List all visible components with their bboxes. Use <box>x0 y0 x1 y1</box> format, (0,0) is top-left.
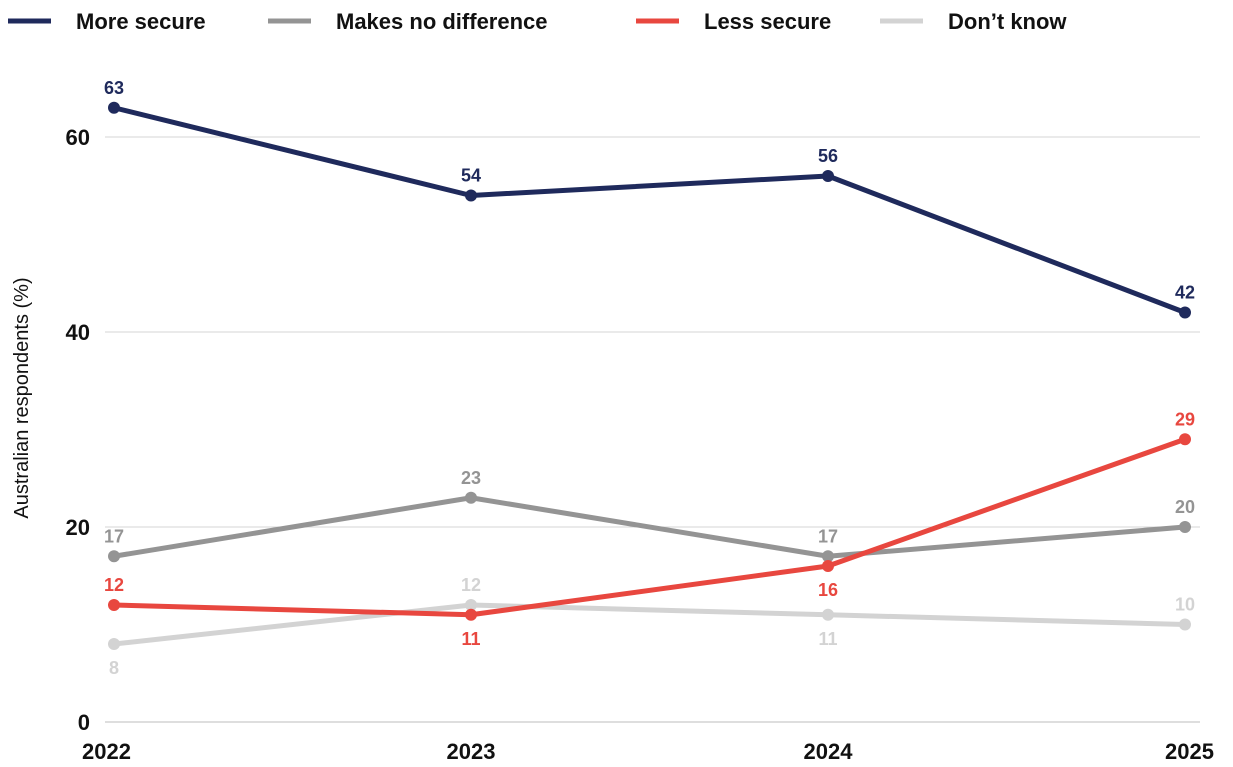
series-line <box>111 495 1188 559</box>
data-labels: 63 54 56 42 17 23 17 20 12 11 16 29 8 12 11 10 <box>104 78 1195 678</box>
legend-label: Makes no difference <box>336 9 548 34</box>
grid-lines <box>105 136 1200 723</box>
data-label: 63 <box>104 78 124 98</box>
data-point <box>108 101 120 114</box>
legend-label: Less secure <box>704 9 831 34</box>
data-label: 11 <box>818 629 837 649</box>
data-point <box>465 608 477 621</box>
data-label: 12 <box>104 575 124 595</box>
y-axis-ticks: 0 20 40 60 <box>66 125 90 735</box>
data-label: 8 <box>109 658 119 678</box>
data-point <box>465 491 477 504</box>
legend-label: More secure <box>76 9 206 34</box>
x-axis-ticks: 2022 2023 2024 2025 <box>82 739 1214 764</box>
data-point <box>1179 306 1191 319</box>
data-label: 17 <box>818 526 838 546</box>
y-tick-label: 20 <box>66 515 90 540</box>
data-label: 10 <box>1175 595 1195 615</box>
data-point <box>108 550 120 563</box>
data-point <box>108 638 120 650</box>
data-label: 42 <box>1175 283 1195 303</box>
x-tick-label: 2025 <box>1165 739 1214 764</box>
data-label: 56 <box>818 146 838 166</box>
data-point <box>1179 433 1191 446</box>
y-tick-label: 60 <box>66 125 90 150</box>
data-point <box>822 170 834 182</box>
data-point <box>822 560 834 572</box>
data-label: 16 <box>818 580 838 600</box>
data-point <box>465 189 477 202</box>
series-line <box>111 436 1188 618</box>
data-point <box>822 608 834 621</box>
y-tick-label: 0 <box>78 710 90 735</box>
y-tick-label: 40 <box>66 320 90 345</box>
series-group <box>108 101 1191 650</box>
y-axis-title: Australian respondents (%) <box>11 277 33 518</box>
x-tick-label: 2022 <box>82 739 131 764</box>
data-point <box>822 550 834 563</box>
data-point <box>1179 521 1191 533</box>
x-tick-label: 2023 <box>447 739 496 764</box>
data-point <box>108 599 120 611</box>
data-label: 12 <box>461 575 481 595</box>
series-line <box>111 105 1188 315</box>
data-point <box>1179 618 1191 631</box>
data-point <box>465 599 477 611</box>
data-label: 11 <box>461 629 480 649</box>
data-label: 54 <box>461 166 481 186</box>
legend-label: Don’t know <box>948 9 1067 34</box>
data-label: 20 <box>1175 497 1195 517</box>
data-label: 23 <box>461 468 481 488</box>
legend: More secure Makes no difference Less secur… <box>8 9 1067 34</box>
data-label: 29 <box>1175 409 1195 429</box>
series-line <box>111 602 1188 647</box>
x-tick-label: 2024 <box>804 739 854 764</box>
data-label: 17 <box>104 526 124 546</box>
